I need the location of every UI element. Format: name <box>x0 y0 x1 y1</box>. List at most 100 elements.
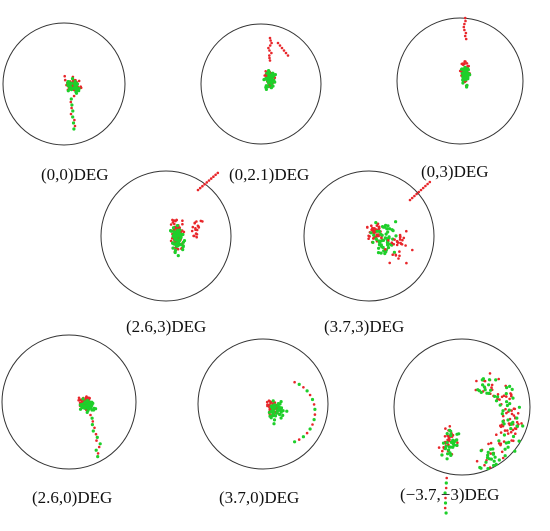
p263-field-circle <box>100 170 232 302</box>
p021-red-spot <box>284 51 288 55</box>
p373-green-spot <box>377 243 382 247</box>
p370-green-spot <box>308 427 312 431</box>
p00-red-spot <box>73 124 77 128</box>
pm37m3-red-spot <box>490 383 494 387</box>
pm37m3-green-spot <box>510 387 514 391</box>
p263-red-spot <box>207 179 211 182</box>
p260-green-spot <box>91 429 95 433</box>
p260-green-spot <box>83 401 87 405</box>
p03-field-circle <box>396 17 524 145</box>
pm37m3-green-spot <box>484 460 488 464</box>
p370-green-spot <box>310 397 315 402</box>
p263-green-spot <box>176 234 181 238</box>
pm37m3-green-spot <box>449 440 453 444</box>
pm37m3-green-spot <box>481 377 485 381</box>
p021-green-spot <box>271 71 275 75</box>
p03-red-spot <box>462 25 466 29</box>
pm37m3-green-spot <box>497 439 501 443</box>
p373-green-spot <box>381 238 386 242</box>
p370-green-spot <box>285 409 289 413</box>
pm37m3-green-spot <box>489 457 493 461</box>
p370-green-spot <box>272 422 276 426</box>
p00-green-spot <box>70 77 75 81</box>
p373-green-spot <box>394 220 398 224</box>
pm37m3-green-spot <box>489 447 493 451</box>
pm37m3-green-spot <box>511 420 515 424</box>
p370-red-spot <box>297 438 301 441</box>
p370-green-spot <box>297 382 301 386</box>
pm37m3-green-spot <box>492 459 496 463</box>
p03-red-spot <box>463 34 467 38</box>
pm37m3-red-spot <box>510 394 513 398</box>
p260-red-spot <box>78 399 81 402</box>
p263-green-spot <box>181 240 185 244</box>
p260-red-spot <box>94 432 98 436</box>
p260-red-spot <box>95 439 98 442</box>
p03-red-spot <box>463 28 466 32</box>
p373-red-spot <box>376 222 380 226</box>
caption-2.6-3: (2.6,3)DEG <box>126 317 207 336</box>
pm37m3-green-spot <box>447 448 451 452</box>
pm37m3-green-spot <box>441 441 446 445</box>
p373-red-spot <box>398 233 402 237</box>
p373-red-spot <box>388 261 392 265</box>
p021-green-spot <box>264 84 268 88</box>
p00-field-circle <box>2 22 126 146</box>
pm37m3-red-spot <box>506 432 510 435</box>
p263-green-spot <box>176 228 180 232</box>
p373-red-spot <box>395 243 399 247</box>
p373-green-spot <box>386 230 390 234</box>
pm37m3-green-spot <box>496 395 500 399</box>
pm37m3-green-spot <box>505 386 509 390</box>
pm37m3-green-spot <box>440 453 444 457</box>
p263-green-spot <box>172 230 176 234</box>
p263-red-spot <box>216 171 220 175</box>
p260-red-spot <box>91 420 95 423</box>
p03-red-spot <box>464 60 467 63</box>
p260-green-spot <box>86 406 90 410</box>
p370-green-spot <box>269 405 273 409</box>
p03-green-spot <box>461 67 465 71</box>
p373-red-spot <box>397 257 400 260</box>
pm37m3-green-spot <box>479 466 483 470</box>
p021-green-spot <box>267 74 271 78</box>
p260-red-spot <box>84 396 88 399</box>
p373-red-spot <box>410 196 414 200</box>
p021-red-spot <box>268 56 271 60</box>
p021-red-spot <box>276 41 280 45</box>
pm37m3-red-spot <box>437 446 441 449</box>
p00-red-spot <box>69 100 73 104</box>
pm37m3-green-spot <box>455 438 459 442</box>
p373-red-spot <box>411 248 414 252</box>
pm37m3-red-spot <box>500 395 504 399</box>
p00-red-spot <box>77 79 81 83</box>
p370-green-spot <box>276 402 280 406</box>
pm37m3-red-spot <box>490 386 493 389</box>
p263-red-spot <box>181 222 184 226</box>
p263-red-spot <box>201 184 204 188</box>
pm37m3-red-spot <box>510 409 513 412</box>
pm37m3-red-spot <box>475 379 478 383</box>
pm37m3-green-spot <box>493 455 497 459</box>
pm37m3-red-spot <box>443 435 447 438</box>
caption-0-2.1: (0,2.1)DEG <box>229 165 310 184</box>
p373-green-spot <box>387 235 391 239</box>
p263-green-spot <box>179 235 183 239</box>
p263-green-spot <box>179 243 183 247</box>
p370-green-spot <box>301 435 305 439</box>
p263-red-spot <box>181 219 184 222</box>
pm37m3-green-spot <box>515 416 519 420</box>
p260-green-spot <box>81 404 85 408</box>
p00-red-spot <box>72 94 76 98</box>
pm37m3-red-spot <box>475 459 479 463</box>
p021-red-spot <box>268 59 272 62</box>
pm37m3-red-spot <box>512 407 516 411</box>
p021-green-spot <box>267 69 271 73</box>
pm37m3-green-spot <box>443 501 448 505</box>
pm37m3-red-spot <box>502 394 506 398</box>
p370-green-spot <box>293 440 297 444</box>
p021-red-spot <box>270 51 273 55</box>
p263-red-spot <box>171 218 174 222</box>
p373-green-spot <box>376 251 381 255</box>
